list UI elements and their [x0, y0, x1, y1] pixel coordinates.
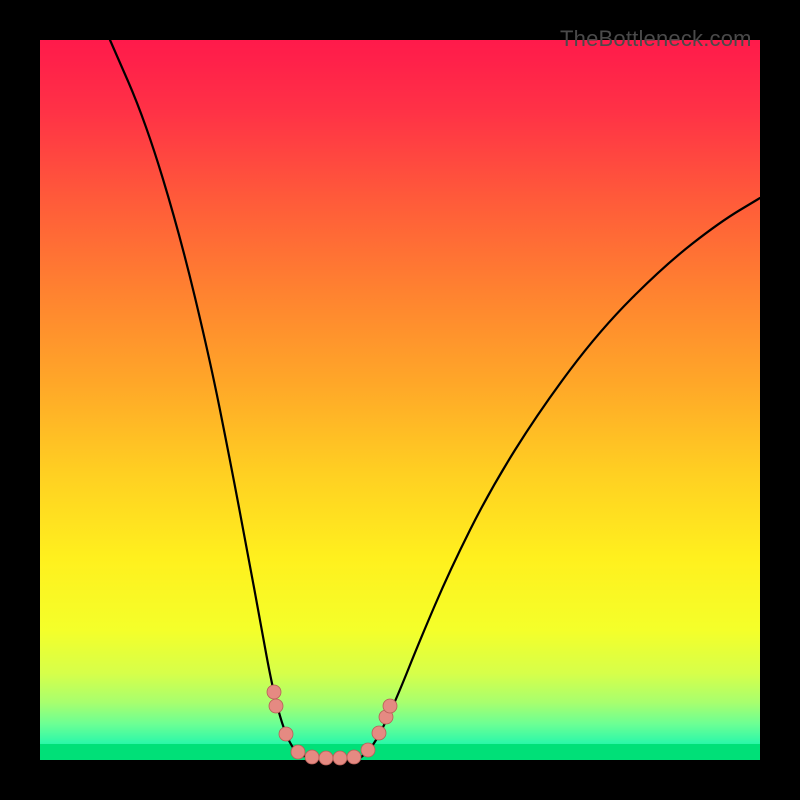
curve-marker: [383, 699, 397, 713]
curve-marker: [361, 743, 375, 757]
curve-marker: [269, 699, 283, 713]
bottleneck-curve-chart: [0, 0, 800, 800]
curve-marker: [305, 750, 319, 764]
curve-marker: [372, 726, 386, 740]
watermark-text: TheBottleneck.com: [560, 26, 752, 52]
curve-marker: [267, 685, 281, 699]
curve-marker: [291, 745, 305, 759]
curve-marker: [279, 727, 293, 741]
curve-marker: [319, 751, 333, 765]
chart-green-baseline: [40, 744, 760, 760]
chart-plot-area: [40, 40, 760, 760]
curve-marker: [333, 751, 347, 765]
curve-marker: [347, 750, 361, 764]
